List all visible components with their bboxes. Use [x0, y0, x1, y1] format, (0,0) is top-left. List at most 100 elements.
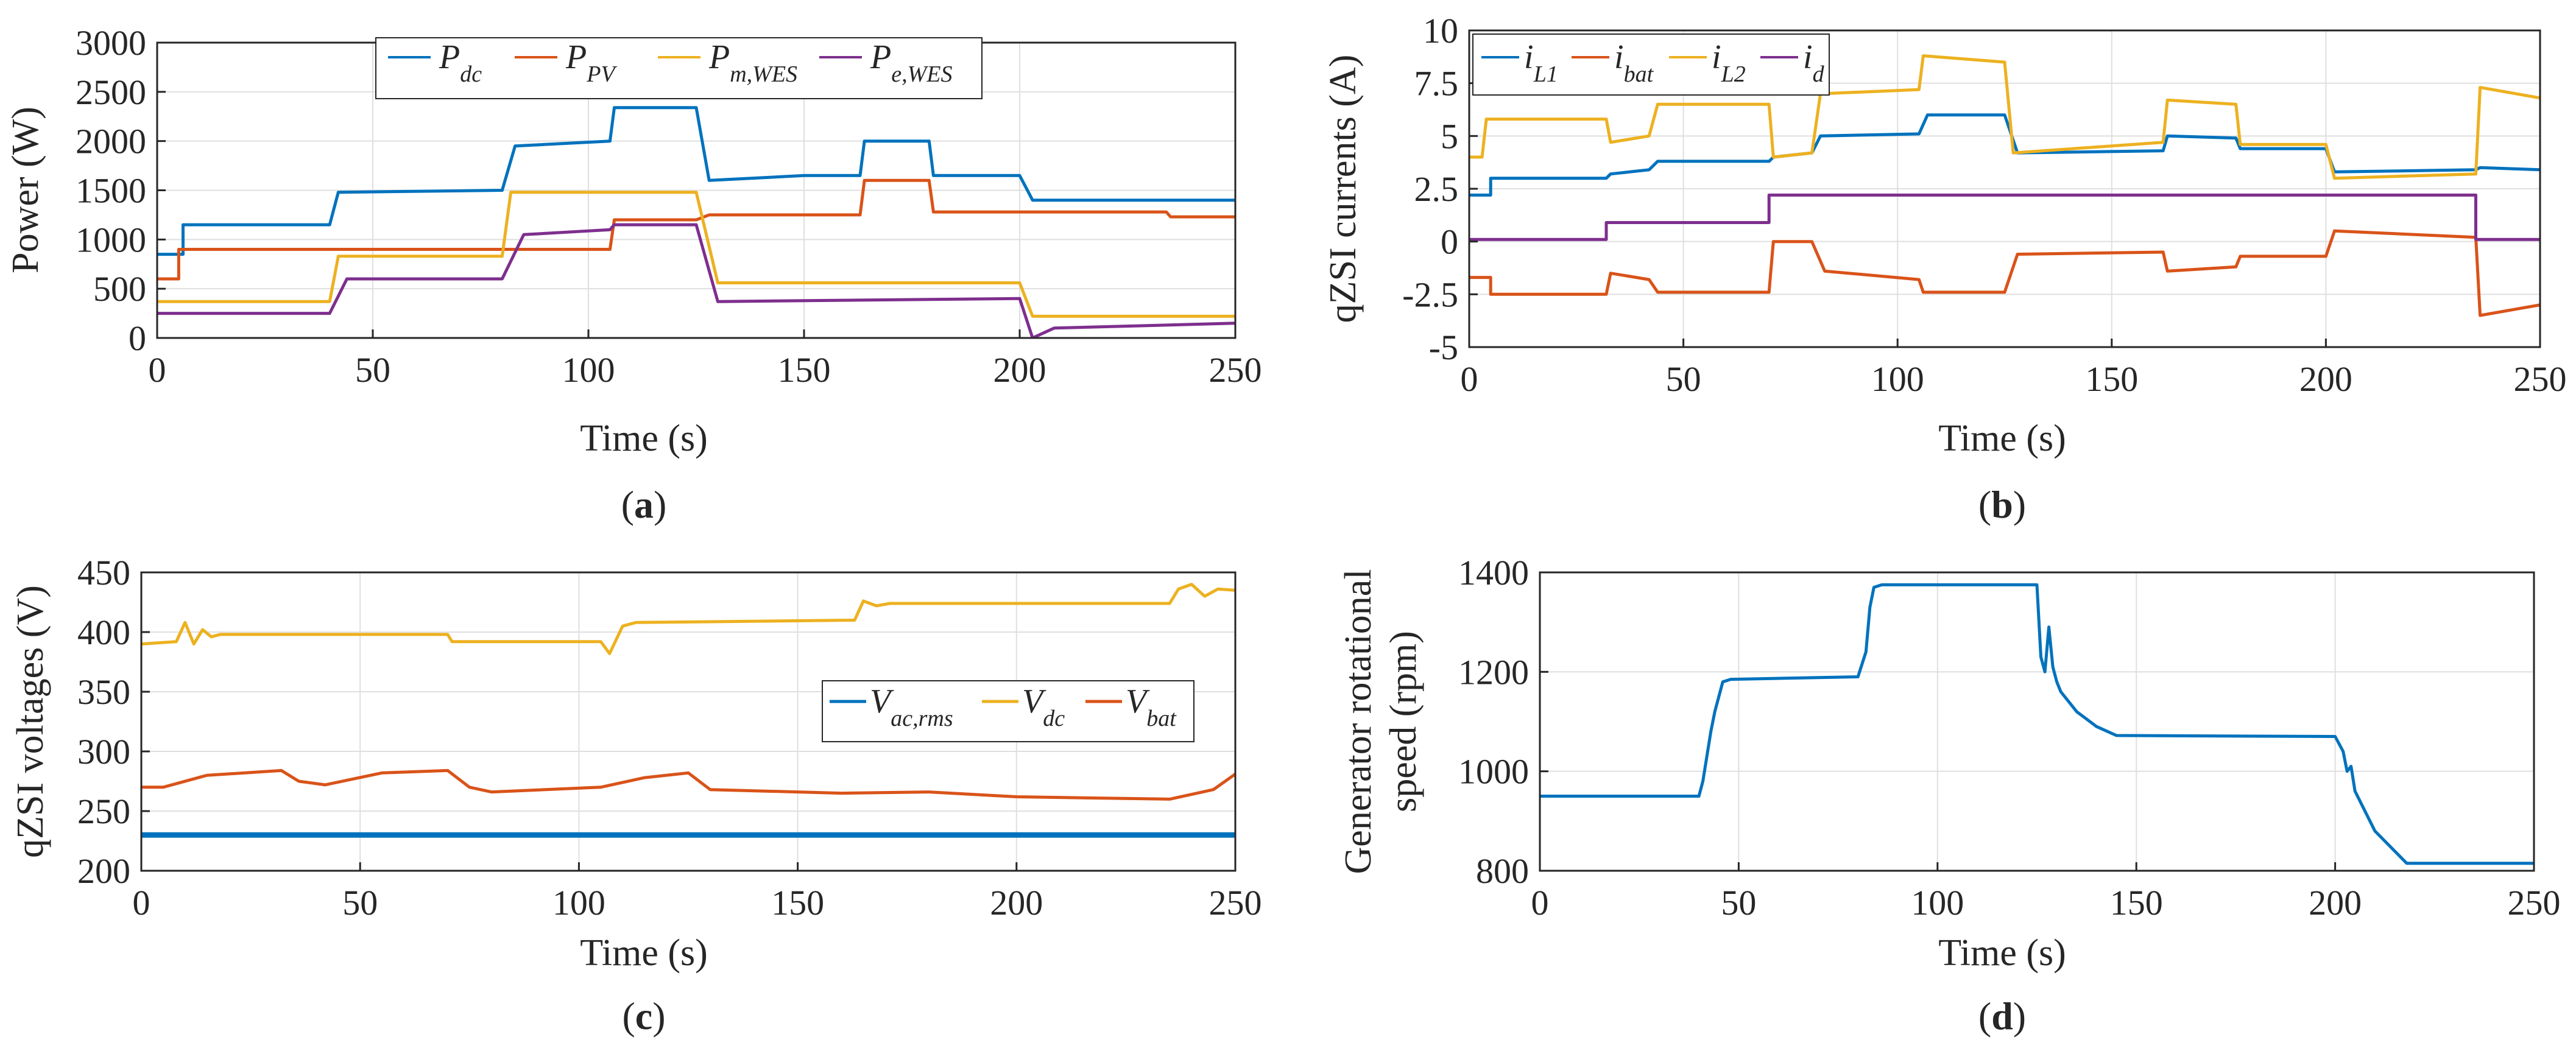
y-tick-label: 200 — [77, 851, 130, 891]
legend-label: PPV — [565, 38, 617, 87]
legend-sub: dc — [460, 62, 482, 87]
legend-sub: PV — [586, 62, 617, 87]
caption-letter: d — [1991, 994, 2013, 1038]
caption-paren: ( — [1978, 994, 1991, 1038]
x-tick-label: 150 — [2110, 883, 2163, 923]
x-tick-label: 0 — [133, 883, 150, 923]
chart-d: 0 50 100 150 200 250 800 1000 1200 1400 Time (s) Ge… — [1338, 553, 2561, 1038]
legend-sub: e,WES — [891, 62, 952, 87]
legend-box — [375, 37, 983, 99]
legend-label: Pdc — [439, 38, 482, 87]
y-tick-label: -2.5 — [1402, 275, 1458, 314]
series-line-p-m-wes — [157, 191, 1235, 318]
y-axis-label: Generator rotationalspeed (rpm) — [1338, 569, 1424, 874]
caption-letter: a — [634, 483, 654, 526]
series-line-i-l1 — [1469, 113, 2540, 197]
subfigure-caption: (c) — [622, 994, 665, 1038]
caption-paren: ( — [622, 994, 635, 1038]
x-tick-label: 100 — [1911, 883, 1964, 923]
legend-sub: bat — [1624, 62, 1654, 87]
legend-label: Pm,WES — [708, 38, 797, 87]
legend-main: V — [870, 683, 894, 720]
legend-sub: L1 — [1533, 62, 1558, 87]
x-tick-label: 250 — [2514, 359, 2567, 399]
caption-letter: b — [1991, 483, 2013, 526]
series-line-v-bat — [141, 768, 1235, 801]
x-tick-label: 50 — [342, 883, 378, 923]
x-tick-label: 0 — [1461, 359, 1478, 399]
y-tick-label: 10 — [1423, 11, 1458, 51]
caption-letter: c — [635, 994, 652, 1038]
subfigure-caption: (b) — [1978, 483, 2026, 526]
y-axis-label: qZSI voltages (V) — [10, 585, 51, 858]
legend-main: P — [439, 38, 460, 76]
series-line-i-d — [1469, 193, 2540, 241]
x-tick-label: 250 — [1209, 883, 1262, 923]
y-tick-label: 450 — [77, 553, 130, 592]
x-tick-label: 200 — [990, 883, 1043, 923]
caption-paren: ( — [621, 483, 634, 526]
y-tick-label: 1500 — [76, 171, 146, 211]
legend-main: i — [1614, 38, 1624, 76]
legend-box — [1472, 33, 1830, 96]
x-tick-label: 150 — [771, 883, 824, 923]
x-tick-label: 200 — [2299, 359, 2352, 399]
legend-sub: L2 — [1721, 62, 1746, 87]
y-axis-label-line: speed (rpm) — [1383, 631, 1424, 812]
y-tick-label: 500 — [93, 269, 146, 309]
y-axis-label-line: Generator rotational — [1338, 569, 1379, 874]
legend-label: iL2 — [1712, 38, 1746, 87]
caption-paren: ) — [654, 483, 666, 526]
caption-paren: ) — [652, 994, 665, 1038]
legend: Vac,rms Vdc Vbat — [822, 680, 1194, 742]
chart-a: 0 50 100 150 200 250050010001500200025003000T… — [5, 23, 1262, 526]
y-tick-label: 400 — [77, 613, 130, 652]
y-tick-label: 1400 — [1458, 553, 1529, 592]
series-line-generator-speed — [1540, 583, 2534, 865]
legend-main: V — [1126, 683, 1150, 720]
legend-label: id — [1803, 38, 1825, 87]
series-group — [1540, 583, 2534, 865]
y-tick-label: -5 — [1429, 328, 1458, 367]
x-tick-label: 100 — [552, 883, 605, 923]
legend-sub: d — [1813, 62, 1825, 87]
y-tick-label: 1000 — [1458, 752, 1529, 792]
caption-paren: ( — [1978, 483, 1991, 526]
y-tick-label: 350 — [77, 672, 130, 712]
y-tick-label: 2500 — [76, 72, 146, 112]
x-tick-label: 50 — [1666, 359, 1701, 399]
caption-paren: ) — [2013, 994, 2026, 1038]
x-axis-label: Time (s) — [580, 932, 708, 974]
legend-label: Pe,WES — [870, 38, 952, 87]
legend-label: Vdc — [1022, 683, 1065, 731]
legend: Pdc PPV Pm,WES Pe,WES — [375, 37, 983, 99]
y-tick-label: 3000 — [76, 23, 146, 63]
legend: i L1 ibat iL2 id — [1472, 33, 1830, 96]
series-line-p-pv — [157, 178, 1235, 281]
legend-label: ibat — [1614, 38, 1654, 87]
y-tick-label: 7.5 — [1414, 64, 1459, 104]
x-tick-label: 50 — [355, 350, 390, 390]
y-axis-label: qZSI currents (A) — [1322, 55, 1364, 323]
series-line-v-dc — [141, 583, 1235, 655]
legend-sub: dc — [1043, 706, 1065, 731]
legend-sub: m,WES — [730, 62, 797, 87]
plot-frame — [140, 571, 1237, 872]
y-tick-label: 1200 — [1458, 652, 1529, 692]
x-tick-label: 250 — [1209, 350, 1262, 390]
x-axis-label: Time (s) — [1938, 932, 2066, 974]
subfigure-caption: (d) — [1978, 994, 2026, 1038]
y-tick-label: 250 — [77, 792, 130, 831]
x-tick-label: 0 — [1531, 883, 1549, 923]
legend-label: Vac,rms — [870, 683, 953, 731]
chart-c: 0 50 100 150 200 250 200 250 300 350 400 450 Time (s… — [10, 553, 1262, 1038]
x-tick-label: 200 — [993, 350, 1046, 390]
y-tick-label: 5 — [1441, 116, 1458, 156]
series-line-i-l2 — [1469, 54, 2540, 180]
y-tick-label: 2.5 — [1414, 169, 1459, 209]
y-tick-label: 300 — [77, 732, 130, 772]
series-line-p-dc — [157, 106, 1235, 256]
legend-box — [822, 680, 1194, 742]
x-tick-label: 200 — [2309, 883, 2362, 923]
